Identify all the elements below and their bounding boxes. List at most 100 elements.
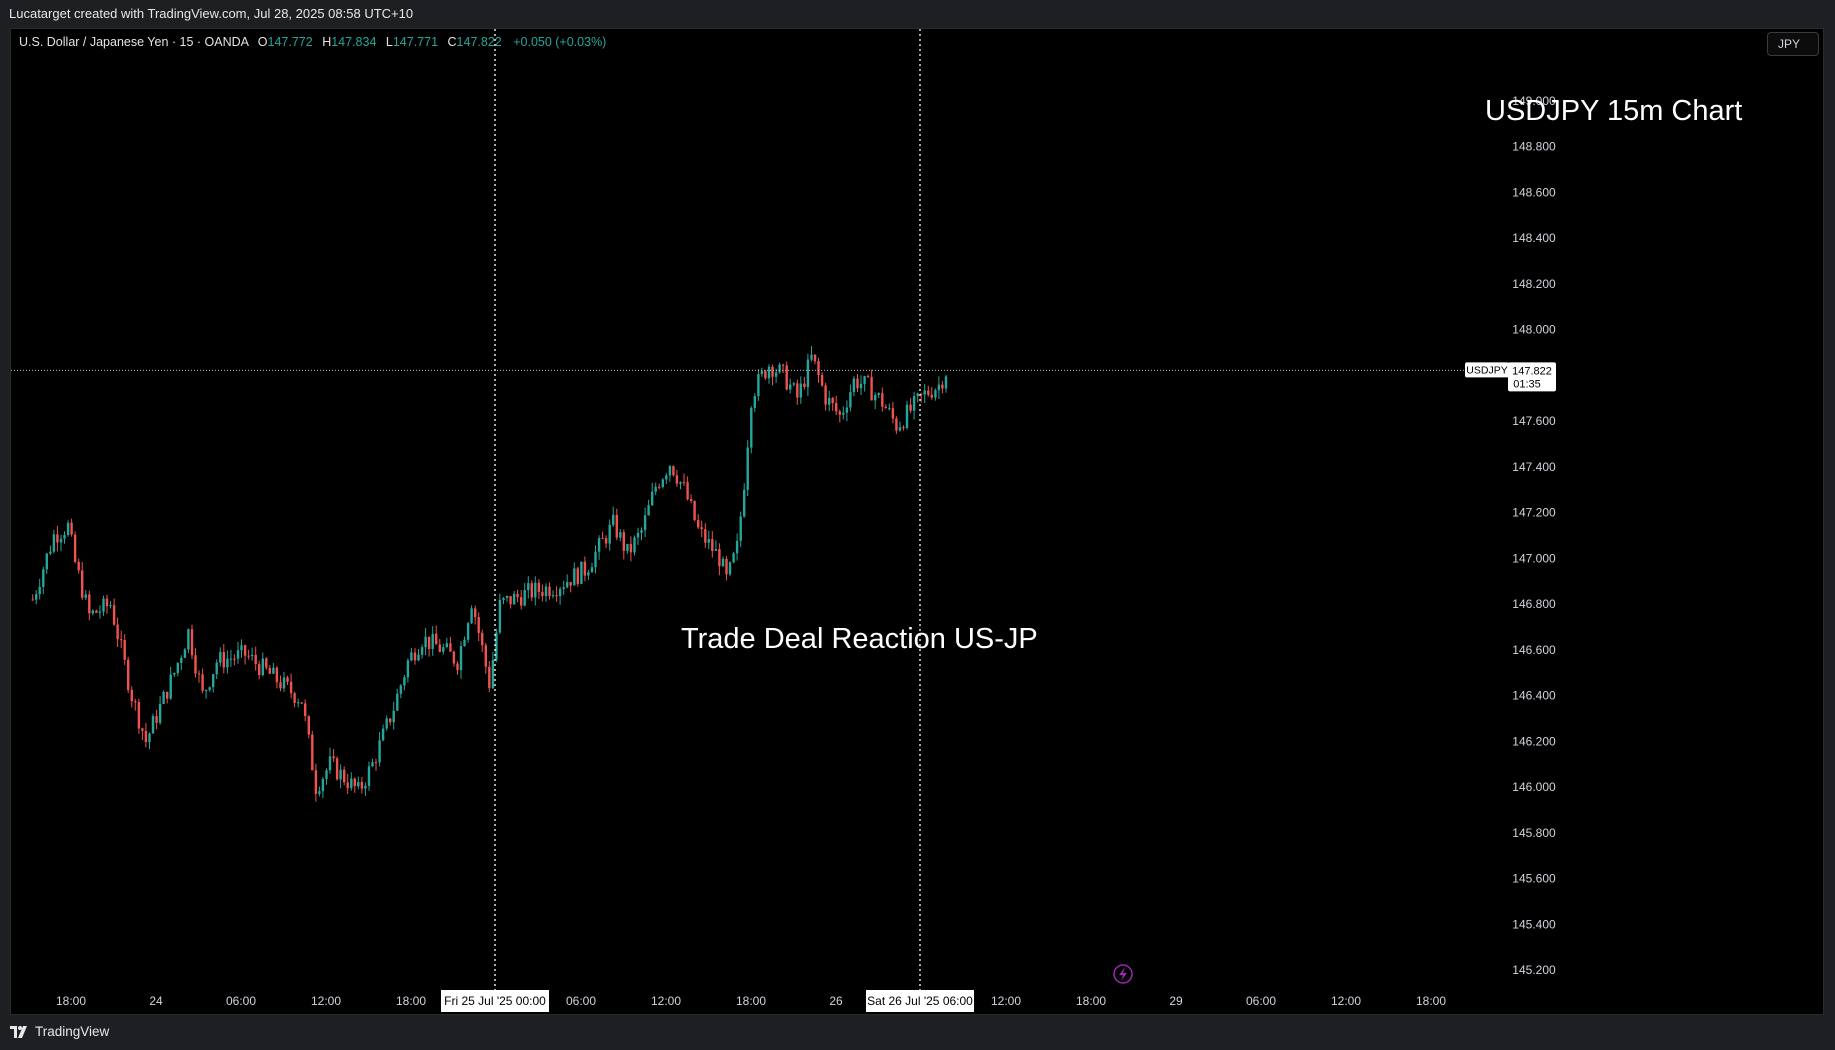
candle-body — [81, 570, 84, 598]
candle-body — [112, 605, 116, 625]
time-axis[interactable]: 18:00 24 06:00 12:00 18:00 Fri 25 Jul '25 00:… — [56, 990, 1446, 1012]
candle-body — [435, 633, 438, 645]
candle-body — [576, 568, 579, 584]
candle-body — [590, 567, 594, 573]
candle-body — [707, 539, 710, 543]
candle-body — [658, 486, 661, 488]
candle-body — [389, 718, 392, 723]
candle-body — [566, 582, 569, 588]
candle-series — [31, 346, 948, 802]
tradingview-logo-text: TradingView — [35, 1024, 110, 1039]
price-tick-label: 145.400 — [1512, 917, 1556, 931]
price-tick-label: 148.000 — [1512, 323, 1556, 337]
candle-body — [725, 558, 728, 575]
candle-body — [520, 597, 523, 606]
tradingview-logo[interactable]: TradingView — [10, 1024, 109, 1039]
candle-body — [711, 539, 714, 551]
candle-body — [481, 632, 484, 646]
candle-body — [803, 383, 806, 387]
candle-body — [137, 702, 141, 729]
time-tick-label: 18:00 — [1416, 994, 1446, 1008]
candle-body — [732, 553, 735, 563]
candle-body — [597, 538, 601, 552]
time-tick-label: 18:00 — [56, 994, 86, 1008]
candle-body — [91, 610, 94, 614]
candle-body — [714, 549, 718, 551]
candle-body — [350, 778, 353, 789]
candle-body — [286, 677, 289, 682]
annotation-text[interactable]: Trade Deal Reaction US-JP — [681, 623, 1038, 655]
candle-body — [682, 482, 686, 484]
candle-body — [272, 667, 275, 674]
symbol-tag-label: USDJPY — [1466, 364, 1507, 376]
price-tick-label: 149.000 — [1512, 94, 1556, 108]
candle-body — [516, 593, 519, 598]
candle-body — [905, 404, 909, 428]
candle-body — [927, 390, 930, 395]
candle-body — [282, 677, 286, 689]
candle-body — [912, 396, 916, 411]
low-value: 147.771 — [392, 35, 439, 49]
candle-body — [693, 501, 696, 521]
lightning-icon[interactable] — [1113, 964, 1133, 984]
candle-body — [817, 361, 820, 375]
time-tick-label: 06:00 — [566, 994, 596, 1008]
candle-body — [321, 779, 325, 792]
candle-body — [420, 647, 424, 655]
candle-body — [495, 632, 498, 660]
candle-body — [73, 534, 77, 562]
candle-body — [343, 769, 346, 783]
candle-body — [700, 527, 703, 530]
candle-body — [792, 383, 795, 385]
candlestick-chart[interactable]: 149.000 148.800 148.600 148.400 148.200 148.0… — [11, 29, 1823, 1014]
change-value: +0.050 (+0.03%) — [513, 35, 607, 49]
price-axis[interactable]: 149.000 148.800 148.600 148.400 148.200 148.0… — [1512, 94, 1556, 977]
candle-body — [240, 645, 243, 651]
candle-body — [289, 681, 293, 694]
currency-button[interactable]: JPY — [1767, 32, 1819, 56]
candle-body — [799, 383, 802, 398]
candle-body — [636, 532, 640, 538]
time-tick-label: 06:00 — [226, 994, 256, 1008]
candle-body — [477, 617, 480, 633]
price-tick-label: 148.200 — [1512, 277, 1556, 291]
candle-body — [930, 394, 933, 398]
chart-title[interactable]: USDJPY 15m Chart — [1485, 95, 1743, 127]
candle-body — [502, 598, 505, 600]
candle-body — [728, 562, 732, 575]
candle-body — [84, 594, 87, 598]
candle-body — [226, 658, 229, 668]
candle-body — [512, 593, 516, 605]
candle-body — [902, 427, 905, 429]
candle-body — [130, 689, 133, 702]
candle-body — [190, 629, 194, 656]
price-tick-label: 148.400 — [1512, 231, 1556, 245]
time-tick-label: 18:00 — [396, 994, 426, 1008]
candle-body — [934, 390, 937, 398]
price-tick-label: 147.200 — [1512, 506, 1556, 520]
candle-body — [856, 378, 859, 389]
time-tick-label: 24 — [149, 994, 163, 1008]
candle-body — [537, 582, 541, 592]
time-tick-label: 12:00 — [311, 994, 341, 1008]
price-tick-label: 146.000 — [1512, 780, 1556, 794]
candle-body — [806, 359, 810, 387]
candle-body — [619, 532, 622, 538]
candle-body — [849, 392, 852, 408]
candle-body — [215, 662, 218, 675]
candle-body — [640, 530, 643, 533]
candle-body — [155, 716, 158, 723]
candle-body — [824, 385, 827, 405]
chart-frame[interactable]: 149.000 148.800 148.600 148.400 148.200 148.0… — [10, 28, 1824, 1015]
candle-body — [45, 553, 48, 570]
candle-body — [452, 651, 456, 664]
candle-body — [325, 770, 328, 779]
candle-body — [718, 549, 721, 567]
candle-body — [920, 393, 923, 395]
symbol-legend[interactable]: U.S. Dollar / Japanese Yen · 15 · OANDA … — [19, 35, 606, 49]
candle-body — [866, 376, 870, 378]
candle-body — [410, 652, 413, 661]
open-value: 147.772 — [267, 35, 313, 49]
candle-body — [757, 374, 760, 397]
price-tick-label: 146.200 — [1512, 734, 1556, 748]
